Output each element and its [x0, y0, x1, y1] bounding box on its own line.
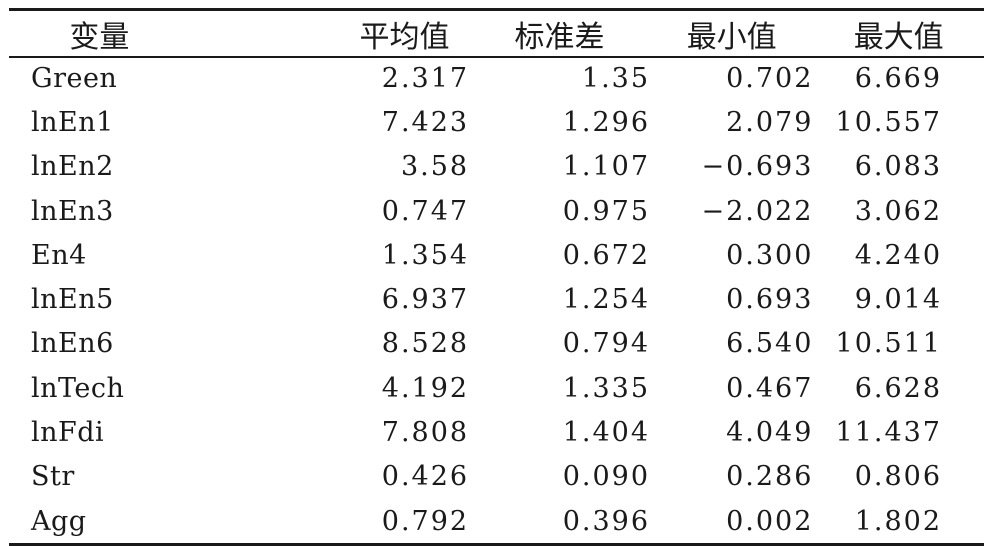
table-row: lnEn1 7.423 1.296 2.079 10.557 [9, 100, 984, 144]
table-row: lnEn6 8.528 0.794 6.540 10.511 [9, 322, 984, 366]
cell-std-dev: 0.975 [562, 195, 651, 227]
table-row: Str 0.426 0.090 0.286 0.806 [9, 455, 984, 499]
cell-min: −0.693 [701, 151, 814, 183]
cell-max: 10.557 [835, 106, 942, 138]
cell-std-dev: 1.107 [562, 151, 651, 183]
header-rule [9, 56, 984, 58]
top-rule [9, 8, 984, 11]
cell-min: −2.022 [701, 195, 814, 227]
cell-variable: En4 [31, 239, 87, 271]
cell-min: 0.002 [726, 505, 814, 537]
cell-std-dev: 1.254 [562, 284, 651, 316]
cell-min: 0.286 [726, 461, 814, 493]
cell-max: 6.628 [854, 372, 942, 404]
cell-mean: 8.528 [381, 328, 470, 360]
table-header: 变量 平均值 标准差 最小值 最大值 [9, 11, 984, 56]
cell-variable: lnEn2 [31, 151, 114, 183]
cell-min: 2.079 [726, 106, 814, 138]
cell-std-dev: 0.672 [562, 239, 651, 271]
table-row: En4 1.354 0.672 0.300 4.240 [9, 233, 984, 277]
cell-max: 6.669 [854, 62, 942, 94]
cell-variable: lnFdi [31, 417, 105, 449]
table-row: lnEn2 3.58 1.107 −0.693 6.083 [9, 145, 984, 189]
cell-mean: 0.792 [381, 505, 470, 537]
cell-variable: lnTech [31, 372, 125, 404]
cell-variable: lnEn1 [31, 106, 114, 138]
cell-mean: 4.192 [381, 372, 470, 404]
table-row: lnFdi 7.808 1.404 4.049 11.437 [9, 410, 984, 454]
cell-variable: lnEn6 [31, 328, 114, 360]
cell-min: 4.049 [726, 417, 814, 449]
header-min: 最小值 [686, 19, 777, 55]
cell-mean: 3.58 [400, 151, 470, 183]
header-row: 变量 平均值 标准差 最小值 最大值 [9, 11, 984, 56]
cell-max: 4.240 [854, 239, 942, 271]
table-row: lnEn5 6.937 1.254 0.693 9.014 [9, 277, 984, 321]
cell-mean: 0.426 [381, 461, 470, 493]
cell-variable: Agg [31, 505, 87, 537]
cell-max: 11.437 [835, 417, 942, 449]
header-variable: 变量 [69, 19, 130, 55]
cell-std-dev: 0.090 [562, 461, 651, 493]
cell-variable: Str [31, 461, 75, 493]
cell-variable: Green [31, 62, 118, 94]
cell-variable: lnEn3 [31, 195, 114, 227]
cell-variable: lnEn5 [31, 284, 114, 316]
cell-mean: 2.317 [381, 62, 470, 94]
cell-max: 10.511 [835, 328, 942, 360]
table-row: Green 2.317 1.35 0.702 6.669 [9, 56, 984, 100]
cell-min: 0.693 [726, 284, 814, 316]
cell-mean: 1.354 [381, 239, 470, 271]
table-row: Agg 0.792 0.396 0.002 1.802 [9, 499, 984, 543]
header-std-dev: 标准差 [514, 19, 605, 55]
cell-min: 0.300 [726, 239, 814, 271]
descriptive-statistics-table: 变量 平均值 标准差 最小值 最大值 Green 2.317 1.35 0.702 6.… [9, 11, 984, 543]
cell-std-dev: 1.296 [562, 106, 651, 138]
cell-mean: 7.808 [381, 417, 470, 449]
cell-std-dev: 0.396 [562, 505, 651, 537]
cell-max: 9.014 [854, 284, 942, 316]
cell-mean: 6.937 [381, 284, 470, 316]
cell-max: 1.802 [854, 505, 942, 537]
table-row: lnEn3 0.747 0.975 −2.022 3.062 [9, 189, 984, 233]
cell-std-dev: 1.404 [562, 417, 651, 449]
statistics-table-container: 变量 平均值 标准差 最小值 最大值 Green 2.317 1.35 0.702 6.… [9, 8, 984, 546]
cell-std-dev: 1.35 [581, 62, 651, 94]
cell-mean: 0.747 [381, 195, 470, 227]
table-body: Green 2.317 1.35 0.702 6.669 lnEn1 7.423 1.296 2… [9, 56, 984, 543]
cell-min: 0.467 [726, 372, 814, 404]
cell-max: 3.062 [854, 195, 942, 227]
cell-max: 6.083 [854, 151, 942, 183]
cell-max: 0.806 [854, 461, 942, 493]
table-row: lnTech 4.192 1.335 0.467 6.628 [9, 366, 984, 410]
cell-min: 6.540 [726, 328, 814, 360]
header-mean: 平均值 [359, 19, 450, 55]
cell-std-dev: 0.794 [562, 328, 651, 360]
cell-mean: 7.423 [381, 106, 470, 138]
header-max: 最大值 [853, 19, 944, 55]
cell-min: 0.702 [726, 62, 814, 94]
cell-std-dev: 1.335 [562, 372, 651, 404]
